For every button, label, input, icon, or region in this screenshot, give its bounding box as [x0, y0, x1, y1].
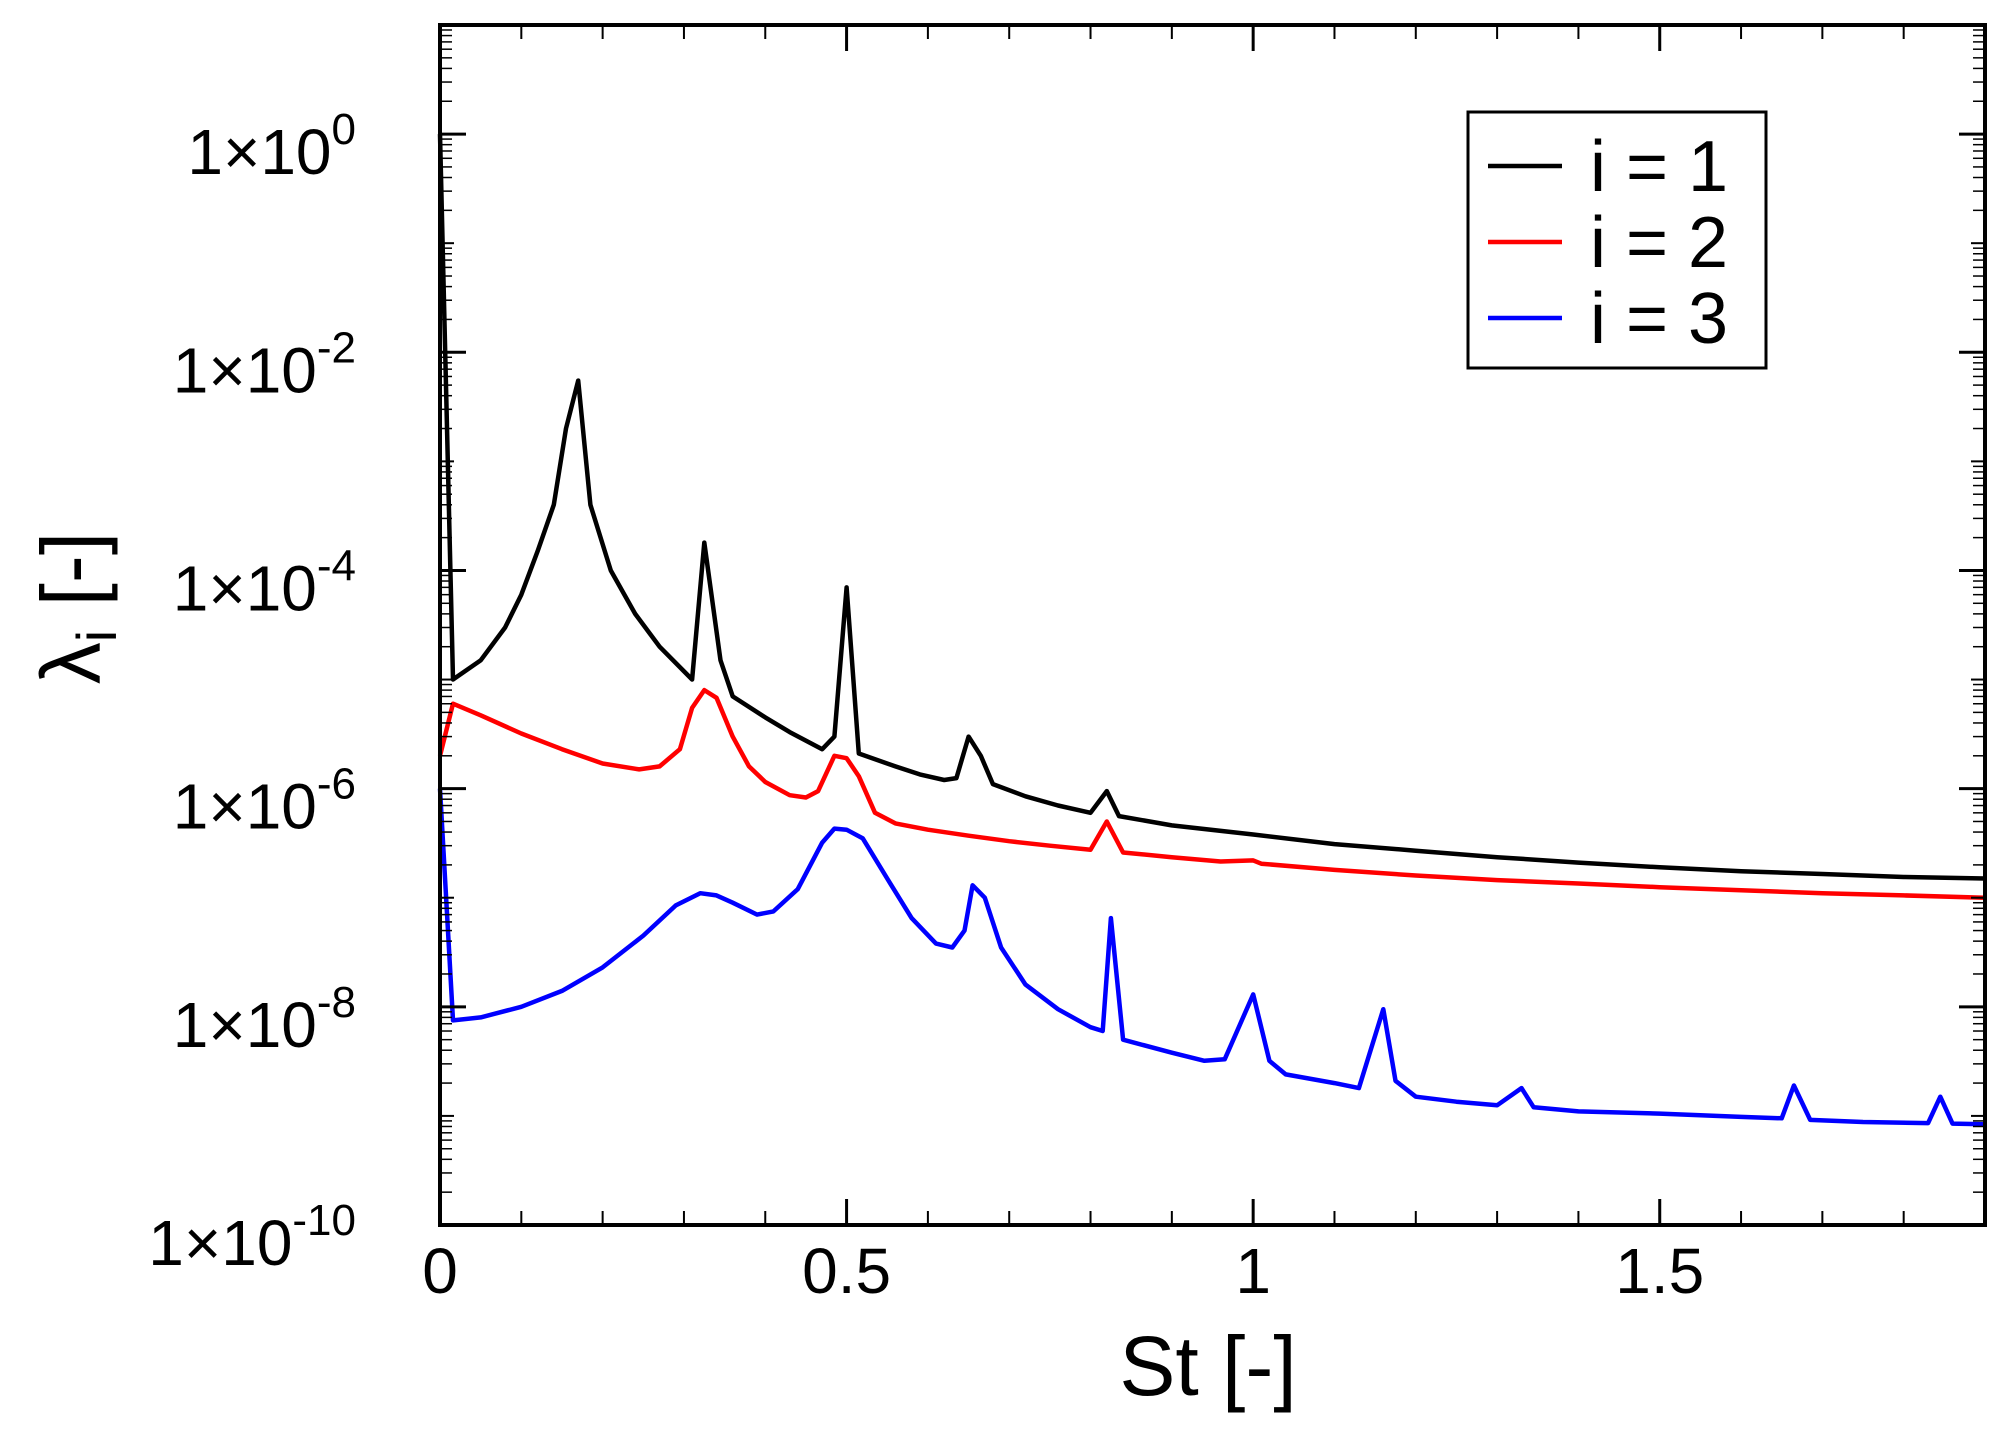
y-tick-label: 1×100: [187, 105, 356, 188]
legend-label-1: i = 1: [1590, 127, 1728, 207]
y-tick-label-base: 1×10: [148, 1207, 292, 1279]
y-tick-label-base: 1×10: [173, 552, 317, 624]
y-tick-label: 1×10-2: [173, 323, 356, 406]
x-tick-label: 1: [1235, 1235, 1271, 1307]
y-tick-label-exponent: 0: [332, 105, 356, 154]
series-line-1: [437, 134, 1986, 881]
series-layer: [437, 134, 1986, 1127]
y-tick-label-base: 1×10: [187, 116, 331, 188]
series-line-3: [437, 788, 1986, 1127]
y-tick-label-exponent: -6: [317, 760, 356, 809]
legend-label-2: i = 2: [1590, 203, 1728, 283]
y-tick-label-exponent: -2: [317, 323, 356, 372]
y-tick-label: 1×10-6: [173, 760, 356, 843]
x-tick-labels: 0 0.5 1 1.5: [422, 1235, 1704, 1307]
legend: i = 1i = 2i = 3: [1466, 110, 1768, 370]
y-axis-label-subscript: i: [65, 630, 128, 642]
y-axis-label: λi [-]: [24, 532, 128, 684]
legend-items: i = 1i = 2i = 3: [1488, 127, 1728, 359]
y-axis-label-unit: [-]: [24, 532, 118, 630]
y-tick-label-exponent: -10: [292, 1196, 356, 1245]
y-tick-label: 1×10-4: [173, 541, 356, 624]
y-tick-label-exponent: -8: [317, 978, 356, 1027]
y-tick-label-base: 1×10: [173, 334, 317, 406]
y-tick-label-exponent: -4: [317, 541, 356, 590]
x-axis-label: St [-]: [1119, 1319, 1296, 1413]
x-tick-label: 0.5: [802, 1235, 891, 1307]
y-tick-label-base: 1×10: [173, 771, 317, 843]
x-tick-label: 1.5: [1615, 1235, 1704, 1307]
y-tick-label: 1×10-10: [148, 1196, 356, 1279]
plot-frame: [438, 23, 1987, 1227]
y-axis-label-symbol: λ: [24, 642, 118, 684]
legend-label-3: i = 3: [1590, 279, 1728, 359]
x-tick-label: 0: [422, 1235, 458, 1307]
series-line-2: [437, 687, 1986, 900]
y-tick-label: 1×10-8: [173, 978, 356, 1061]
y-tick-label-base: 1×10: [173, 989, 317, 1061]
